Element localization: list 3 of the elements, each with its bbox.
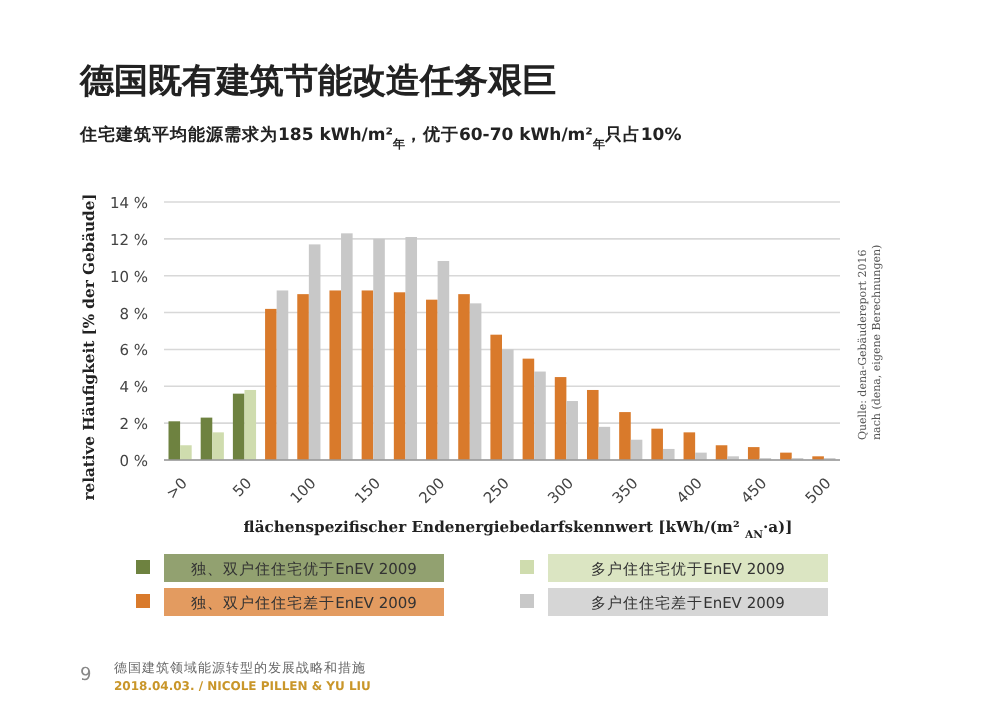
chart-subtitle: 住宅建筑平均能源需求为185 kWh/m²$_{年}$，优于60-70 kWh/m²$_{年}$只占10%	[78, 124, 683, 151]
chart-title: 德国既有建筑节能改造任务艰巨	[78, 62, 556, 102]
text: 9	[80, 666, 92, 686]
